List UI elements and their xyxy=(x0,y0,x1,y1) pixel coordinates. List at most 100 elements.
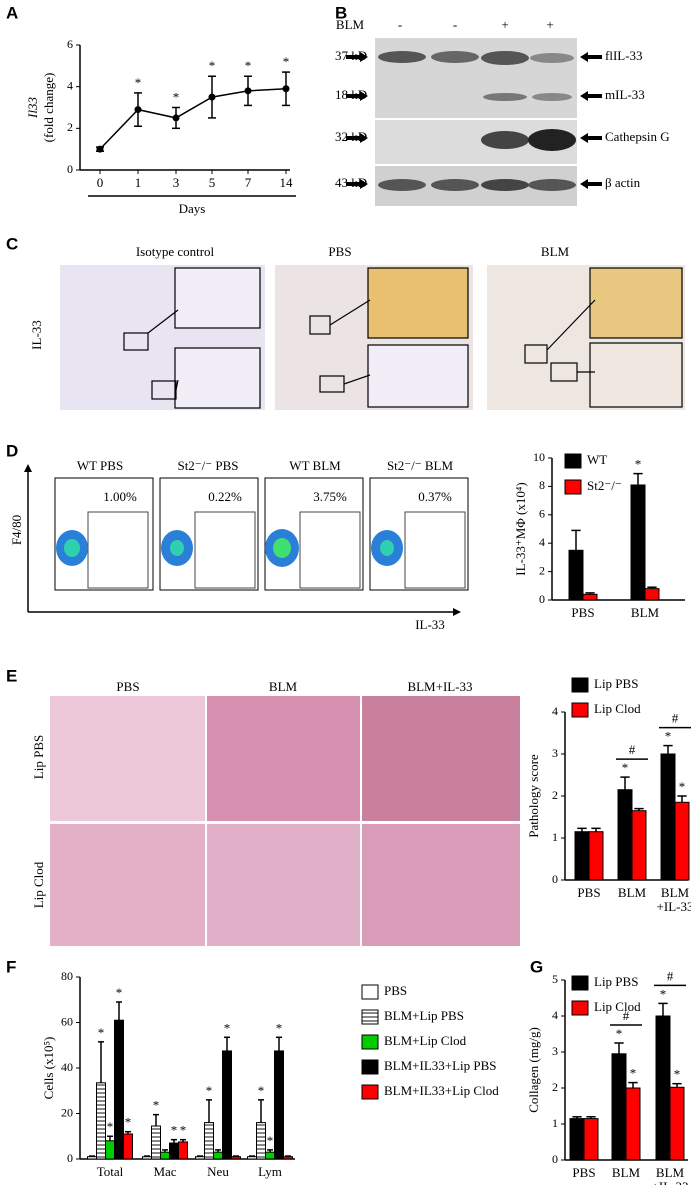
blot-image xyxy=(375,38,577,118)
y-tick-label: 4 xyxy=(539,535,545,549)
column-title: Isotype control xyxy=(136,244,215,259)
bar xyxy=(123,1133,133,1160)
legend-label: Lip PBS xyxy=(594,676,638,691)
bar xyxy=(247,1156,257,1160)
column-title: WT BLM xyxy=(289,458,341,473)
band xyxy=(378,179,426,191)
column-title: St2⁻/⁻ BLM xyxy=(387,458,454,473)
significance: * xyxy=(276,1020,283,1035)
y-tick-label: 4 xyxy=(67,78,73,92)
column-title: St2⁻/⁻ PBS xyxy=(177,458,238,473)
significance: * xyxy=(622,760,629,775)
y-axis-label: (fold change) xyxy=(41,73,56,143)
bar xyxy=(265,1151,275,1160)
bar xyxy=(105,1140,115,1160)
y-tick-label: 4 xyxy=(552,1008,558,1022)
band xyxy=(528,179,576,191)
significance: * xyxy=(660,986,667,1001)
band xyxy=(481,179,529,191)
histology-image xyxy=(362,696,520,821)
x-tick-line: BLM xyxy=(661,885,690,900)
y-tick-label: 1 xyxy=(552,830,558,844)
column-title: WT PBS xyxy=(77,458,123,473)
arrows xyxy=(346,52,602,189)
bracket-label: # xyxy=(672,711,679,726)
row-label: Lip PBS xyxy=(31,735,46,779)
panel-label: B xyxy=(335,3,347,22)
bar xyxy=(674,801,690,881)
y-tick-label: 4 xyxy=(552,704,558,718)
bracket-label: # xyxy=(623,1008,630,1023)
x-tick-label: BLM+IL-33 xyxy=(657,885,691,914)
x-tick-label: 14 xyxy=(280,175,294,190)
legend-swatch xyxy=(564,453,582,469)
y-tick-label: 5 xyxy=(552,972,558,986)
column-title: BLM xyxy=(269,679,298,694)
bracket-label: # xyxy=(667,968,674,983)
x-tick-label: 3 xyxy=(173,175,180,190)
panel-label: E xyxy=(6,666,17,685)
significance: * xyxy=(180,1123,187,1138)
band xyxy=(431,51,479,63)
significance: * xyxy=(125,1115,132,1130)
band xyxy=(483,93,527,101)
treatment: + xyxy=(501,17,508,32)
x-tick-label: Neu xyxy=(207,1164,229,1179)
panel-label: D xyxy=(6,441,18,460)
y-axis-label: Pathology score xyxy=(526,754,541,838)
y-tick-label: 80 xyxy=(61,969,73,983)
legend-label: Lip Clod xyxy=(594,701,641,716)
legend-label: PBS xyxy=(384,983,407,998)
bar xyxy=(625,1087,641,1161)
y-axis-label: Il33 xyxy=(25,97,40,119)
legend-swatch xyxy=(571,677,589,693)
panel-label: A xyxy=(6,3,18,22)
bar xyxy=(588,831,604,881)
axis-arrows xyxy=(27,470,455,613)
significance: * xyxy=(283,54,290,69)
band xyxy=(431,179,479,191)
treatment: - xyxy=(398,17,402,32)
row-label: IL-33 xyxy=(29,320,44,350)
flow-clusters xyxy=(56,529,403,567)
y-axis-label: IL-33⁺MΦ (x10⁴) xyxy=(513,482,528,575)
axis-label: IL-33 xyxy=(415,617,445,632)
y-tick-label: 10 xyxy=(533,450,545,464)
legend-label: BLM+IL33+Lip Clod xyxy=(384,1083,499,1098)
bar xyxy=(142,1156,152,1160)
flow-plots xyxy=(54,477,469,591)
bar xyxy=(256,1122,266,1160)
significance: * xyxy=(206,1083,213,1098)
bar xyxy=(274,1050,284,1160)
row-label: Lip Clod xyxy=(31,861,46,908)
significance: * xyxy=(665,729,672,744)
significance: * xyxy=(224,1020,231,1035)
x-tick-label: 5 xyxy=(209,175,216,190)
significance: * xyxy=(116,985,123,1000)
significance: * xyxy=(630,1066,637,1081)
significance: * xyxy=(135,75,142,90)
legend-label: Lip Clod xyxy=(594,999,641,1014)
insets xyxy=(123,267,683,409)
band xyxy=(481,51,529,65)
legend-swatch xyxy=(571,1000,589,1016)
y-tick-label: 2 xyxy=(67,120,73,134)
band xyxy=(530,53,574,63)
histology-image xyxy=(50,824,205,946)
x-tick-line: BLM xyxy=(656,1165,685,1180)
histology-panel: PBS BLM BLM+IL-33 Lip PBS Lip Clod xyxy=(31,679,520,946)
x-tick-label: BLM xyxy=(618,885,647,900)
legend-label: WT xyxy=(587,452,607,467)
y-tick-label: 20 xyxy=(61,1105,73,1119)
bar xyxy=(283,1156,293,1160)
percentage: 1.00% xyxy=(103,489,137,504)
bar xyxy=(568,549,584,601)
percentage: 0.37% xyxy=(418,489,452,504)
band xyxy=(378,51,426,63)
line xyxy=(99,88,287,150)
y-tick-label: 60 xyxy=(61,1014,73,1028)
x-tick-label: BLM+IL-33 xyxy=(652,1165,689,1185)
x-tick-label: Lym xyxy=(258,1164,282,1179)
y-tick-label: 2 xyxy=(552,1080,558,1094)
